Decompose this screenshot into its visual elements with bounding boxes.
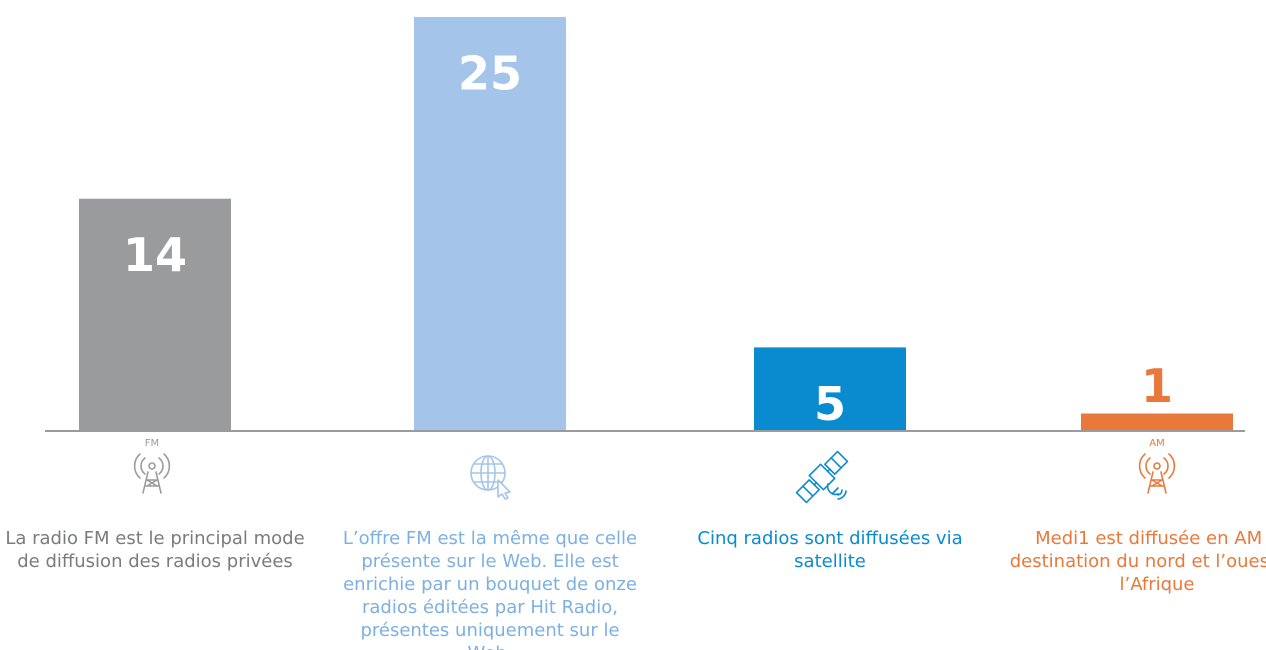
category-label: Cinq radios sont diffusées via satellite xyxy=(697,528,963,572)
value-label: 14 xyxy=(123,228,187,282)
bar xyxy=(414,17,566,430)
satellite-icon xyxy=(795,450,849,504)
bar xyxy=(1081,413,1233,430)
fm-tower-icon: FM xyxy=(133,438,171,494)
category-label: L’offre FM est la même que celle présent… xyxy=(342,528,638,650)
category-label: Medi1 est diffusée en AM à destination d… xyxy=(1009,528,1266,595)
value-label: 5 xyxy=(814,377,846,431)
icon-text: FM xyxy=(145,438,159,449)
bar xyxy=(79,198,231,430)
bar xyxy=(754,347,906,430)
value-label: 1 xyxy=(1141,359,1173,413)
globe-icon xyxy=(470,455,511,500)
am-tower-icon: AM xyxy=(1138,438,1176,494)
icon-text: AM xyxy=(1149,438,1164,449)
category-label: La radio FM est le principal mode de dif… xyxy=(5,528,305,572)
value-label: 25 xyxy=(458,47,522,101)
